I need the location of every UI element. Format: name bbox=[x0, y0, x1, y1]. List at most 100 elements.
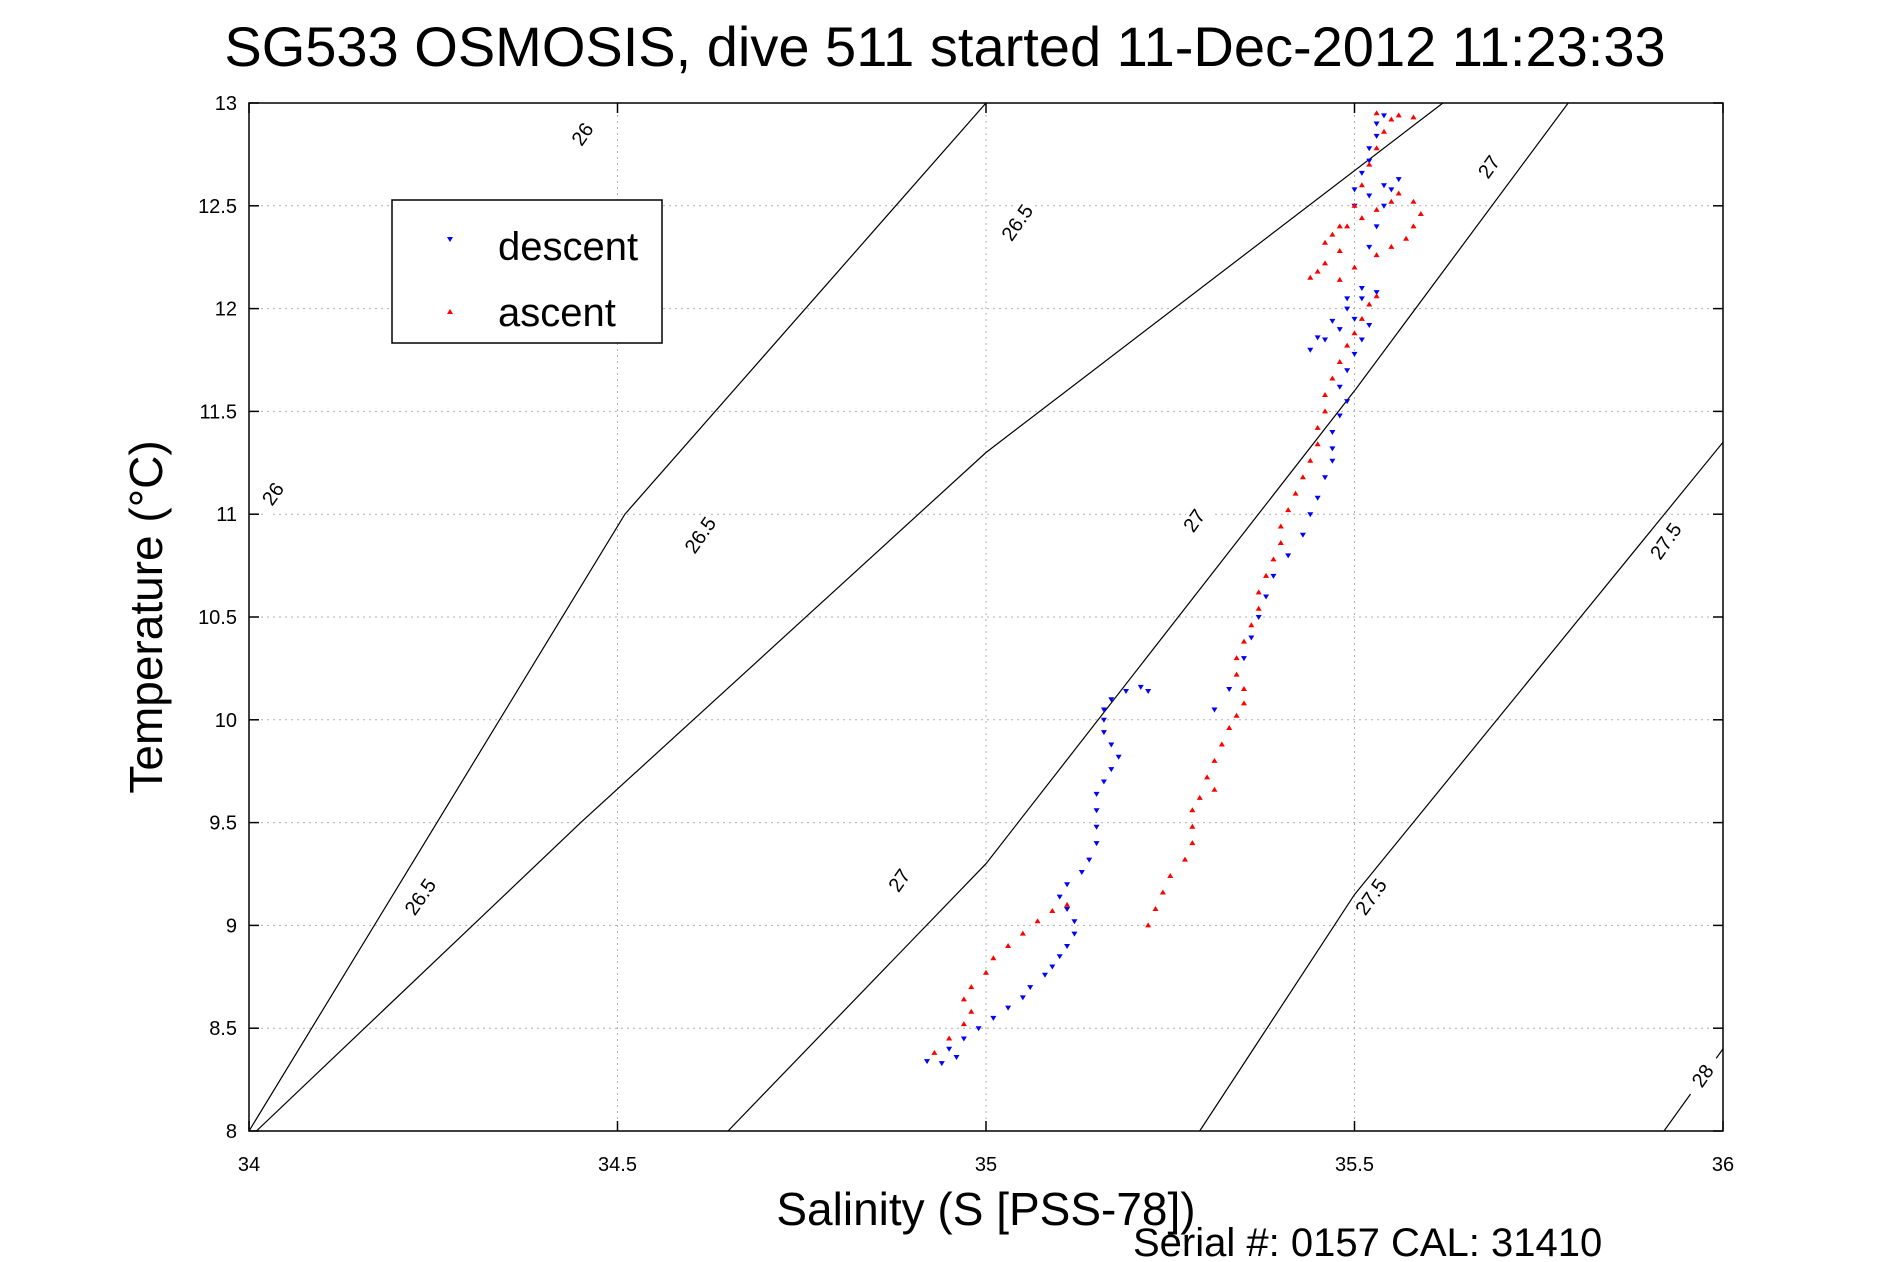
descent-point bbox=[1285, 553, 1292, 559]
ascent-point bbox=[1314, 424, 1321, 430]
descent-point bbox=[1344, 368, 1351, 374]
ascent-point bbox=[1395, 112, 1402, 118]
contour-label-background bbox=[561, 110, 605, 159]
ascent-point bbox=[1388, 243, 1395, 249]
descent-point bbox=[1373, 121, 1380, 127]
x-axis-label: Salinity (S [PSS-78]) bbox=[776, 1183, 1195, 1235]
descent-point bbox=[1351, 187, 1358, 193]
descent-point bbox=[1366, 158, 1373, 164]
descent-point bbox=[1019, 995, 1026, 1001]
descent-point bbox=[1093, 841, 1100, 847]
ascent-point bbox=[1329, 375, 1336, 381]
ascent-point bbox=[1285, 507, 1292, 513]
ascent-point bbox=[1322, 408, 1329, 414]
x-tick-label: 35.5 bbox=[1335, 1154, 1374, 1176]
descent-point bbox=[1049, 964, 1056, 970]
ascent-point bbox=[1351, 330, 1358, 336]
x-tick-label: 34 bbox=[238, 1154, 260, 1176]
ascent-point bbox=[1277, 523, 1284, 529]
ascent-point bbox=[1240, 700, 1247, 706]
descent-point bbox=[1395, 177, 1402, 183]
ascent-point bbox=[1064, 901, 1071, 907]
ascent-point bbox=[1189, 807, 1196, 813]
descent-point bbox=[1329, 446, 1336, 452]
descent-point bbox=[938, 1061, 945, 1067]
y-axis-label: Temperature (°C) bbox=[120, 440, 172, 793]
ascent-point bbox=[1410, 114, 1417, 120]
legend: descent ascent bbox=[391, 199, 663, 344]
descent-point bbox=[1329, 458, 1336, 464]
ascent-point bbox=[1159, 889, 1166, 895]
descent-point bbox=[975, 1026, 982, 1032]
ascent-point bbox=[1189, 823, 1196, 829]
y-tick-label: 12 bbox=[215, 299, 237, 321]
ascent-point bbox=[1181, 856, 1188, 862]
ascent-point bbox=[1358, 182, 1365, 188]
descent-point bbox=[1388, 187, 1395, 193]
descent-point bbox=[1351, 316, 1358, 322]
ascent-point bbox=[960, 1021, 967, 1027]
contour-label-background bbox=[996, 198, 1040, 248]
ascent-point bbox=[1322, 239, 1329, 245]
ascent-point bbox=[1336, 276, 1343, 282]
serial-cal-footer: Serial #: 0157 CAL: 31410 bbox=[1133, 1221, 1602, 1262]
series-ascent bbox=[931, 110, 1424, 1055]
descent-point bbox=[1093, 808, 1100, 814]
ascent-point bbox=[1218, 741, 1225, 747]
descent-point bbox=[1344, 399, 1351, 405]
ascent-point bbox=[1373, 293, 1380, 299]
descent-point bbox=[1056, 954, 1063, 960]
descent-point bbox=[1336, 384, 1343, 390]
descent-point bbox=[1005, 1005, 1012, 1011]
contour-label-background bbox=[1681, 1051, 1726, 1101]
ascent-point bbox=[1403, 235, 1410, 241]
ascent-point bbox=[1152, 905, 1159, 911]
ascent-point bbox=[1277, 539, 1284, 545]
ascent-point bbox=[1351, 264, 1358, 270]
ascent-point bbox=[1255, 605, 1262, 611]
descent-point bbox=[1314, 495, 1321, 501]
isopycnal-27.5 bbox=[1199, 441, 1723, 1131]
descent-point bbox=[1108, 697, 1115, 703]
ascent-point bbox=[1204, 774, 1211, 780]
descent-point bbox=[1380, 183, 1387, 189]
descent-point bbox=[1108, 742, 1115, 748]
descent-point bbox=[1100, 730, 1107, 736]
descent-point bbox=[1322, 337, 1329, 343]
descent-point bbox=[1137, 684, 1144, 690]
isopycnal-26.5 bbox=[255, 103, 1444, 1131]
y-tick-label: 10.5 bbox=[198, 607, 237, 629]
ascent-point bbox=[946, 1035, 953, 1041]
descent-point bbox=[1086, 857, 1093, 863]
legend-descent-label: descent bbox=[498, 225, 638, 269]
ascent-point bbox=[1329, 231, 1336, 237]
ascent-point bbox=[1189, 840, 1196, 846]
ascent-point bbox=[1211, 757, 1218, 763]
legend-descent-marker bbox=[447, 237, 453, 242]
ascent-point bbox=[1145, 922, 1152, 928]
ascent-point bbox=[1388, 198, 1395, 204]
ascent-point bbox=[1344, 223, 1351, 229]
descent-point bbox=[1078, 869, 1085, 875]
descent-point bbox=[1240, 656, 1247, 662]
ascent-point bbox=[1248, 622, 1255, 628]
ascent-point bbox=[1373, 206, 1380, 212]
ascent-point bbox=[1358, 215, 1365, 221]
descent-point bbox=[1041, 972, 1048, 978]
ascent-point bbox=[1240, 638, 1247, 644]
ascent-point bbox=[1322, 260, 1329, 266]
x-tick-label: 34.5 bbox=[598, 1154, 637, 1176]
ascent-point bbox=[1211, 786, 1218, 792]
descent-point bbox=[1380, 113, 1387, 119]
descent-point bbox=[1366, 244, 1373, 250]
y-tick-label: 11.5 bbox=[200, 401, 237, 423]
contour-label-background bbox=[1173, 496, 1217, 546]
descent-point bbox=[1108, 767, 1115, 773]
ascent-point bbox=[1233, 671, 1240, 677]
descent-point bbox=[1270, 573, 1277, 579]
descent-point bbox=[1211, 707, 1218, 713]
ascent-point bbox=[1307, 274, 1314, 280]
y-tick-label: 12.5 bbox=[198, 196, 237, 218]
